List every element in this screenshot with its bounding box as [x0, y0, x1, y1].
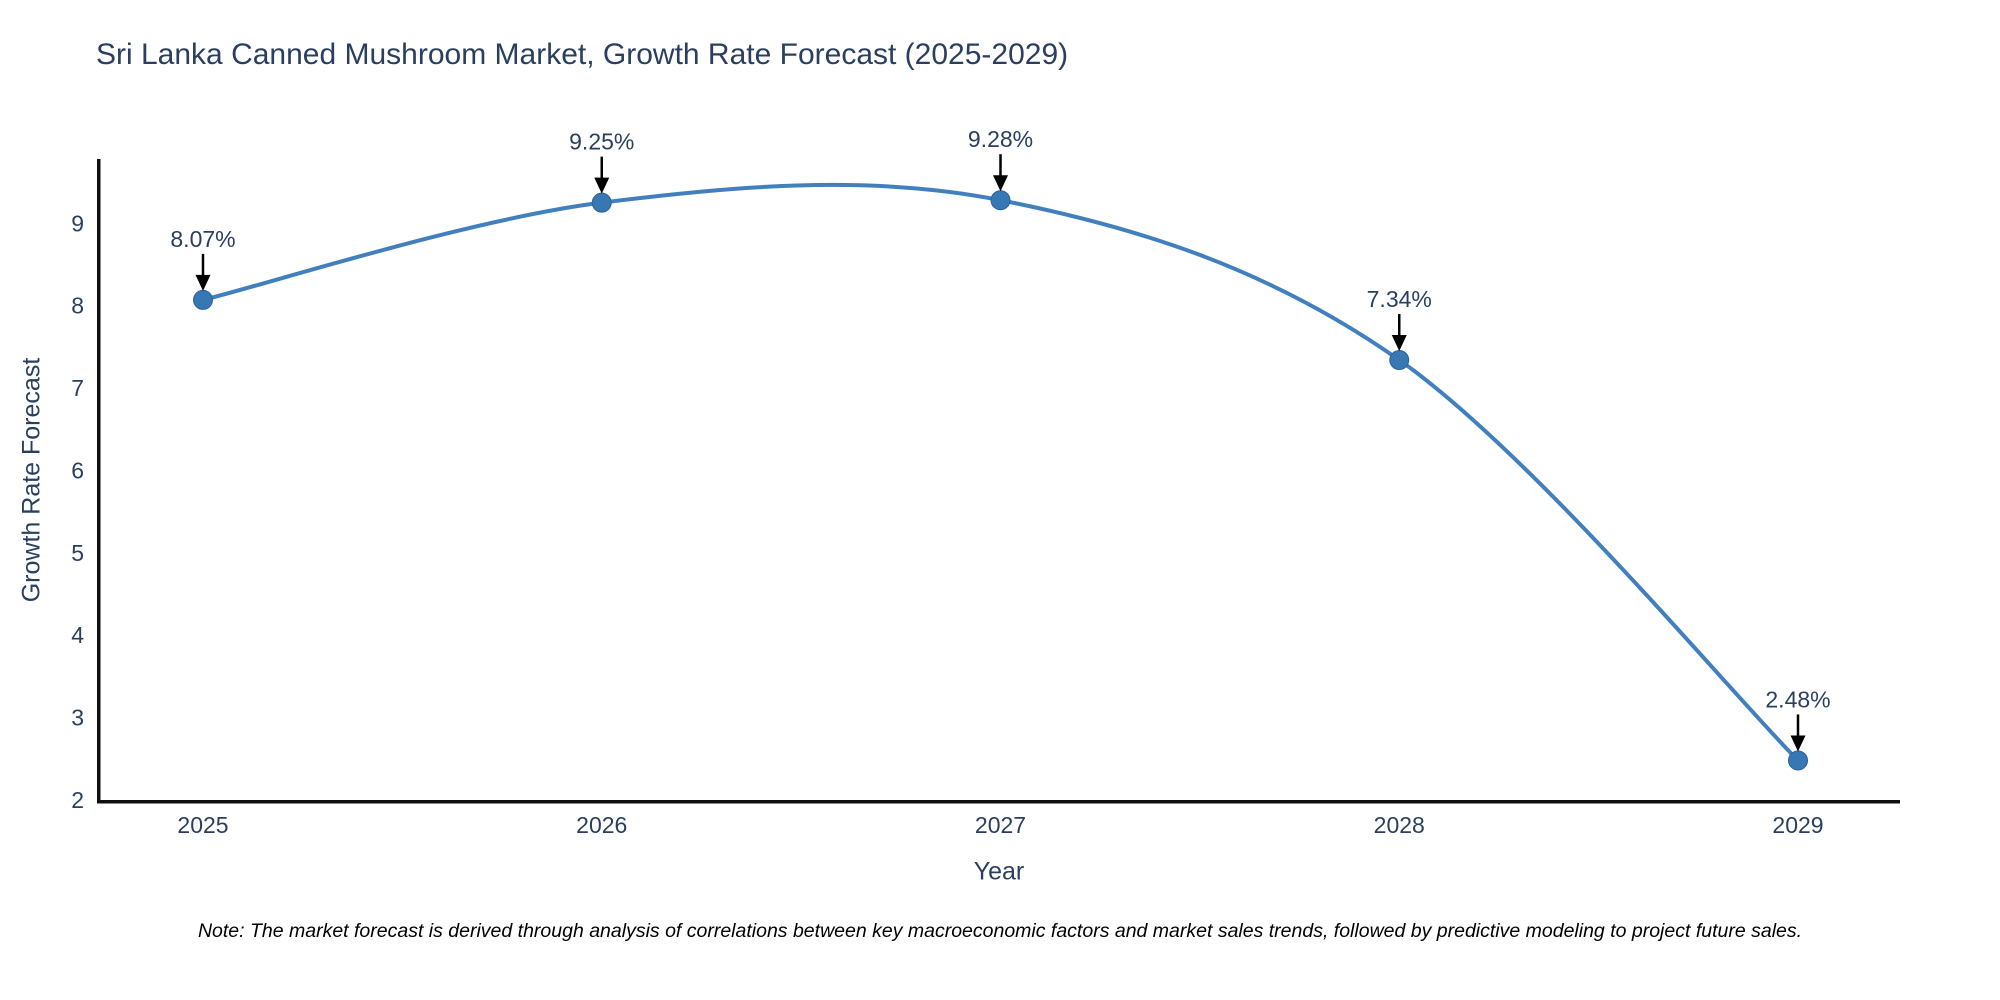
data-point-2025	[193, 289, 213, 310]
annotation-arrow-head	[195, 274, 211, 291]
y-tick-label: 6	[71, 457, 84, 483]
annotation-arrow-head	[1391, 335, 1407, 352]
chart-title: Sri Lanka Canned Mushroom Market, Growth…	[96, 38, 1069, 71]
annotation-arrow-head	[594, 177, 610, 194]
data-point-2026	[591, 192, 612, 213]
x-tick-label: 2029	[1772, 812, 1823, 838]
x-tick-label: 2026	[576, 812, 627, 838]
y-tick-label: 3	[71, 705, 84, 731]
y-tick-label: 9	[71, 210, 84, 236]
growth-rate-line	[201, 182, 1800, 763]
point-annotation: 7.34%	[1367, 286, 1432, 312]
chart-footnote: Note: The market forecast is derived thr…	[197, 920, 1803, 942]
x-tick-label: 2025	[177, 812, 228, 838]
point-annotation: 9.25%	[569, 129, 634, 155]
y-tick-label: 7	[71, 375, 84, 401]
point-annotation: 9.28%	[968, 126, 1033, 152]
annotation-arrow-head	[993, 175, 1008, 192]
x-axis-title: Year	[973, 857, 1025, 886]
y-tick-label: 8	[71, 293, 84, 319]
x-tick-label: 2027	[975, 812, 1026, 838]
point-annotation: 2.48%	[1765, 686, 1830, 712]
y-tick-label: 4	[71, 622, 84, 648]
y-tick-label: 2	[71, 787, 84, 813]
annotation-arrow-head	[1790, 735, 1806, 752]
point-annotation: 8.07%	[170, 226, 235, 252]
y-tick-label: 5	[71, 540, 84, 566]
data-point-2029	[1788, 750, 1808, 771]
x-tick-label: 2028	[1374, 812, 1425, 838]
data-point-2027	[990, 190, 1011, 211]
data-point-2028	[1389, 350, 1410, 371]
